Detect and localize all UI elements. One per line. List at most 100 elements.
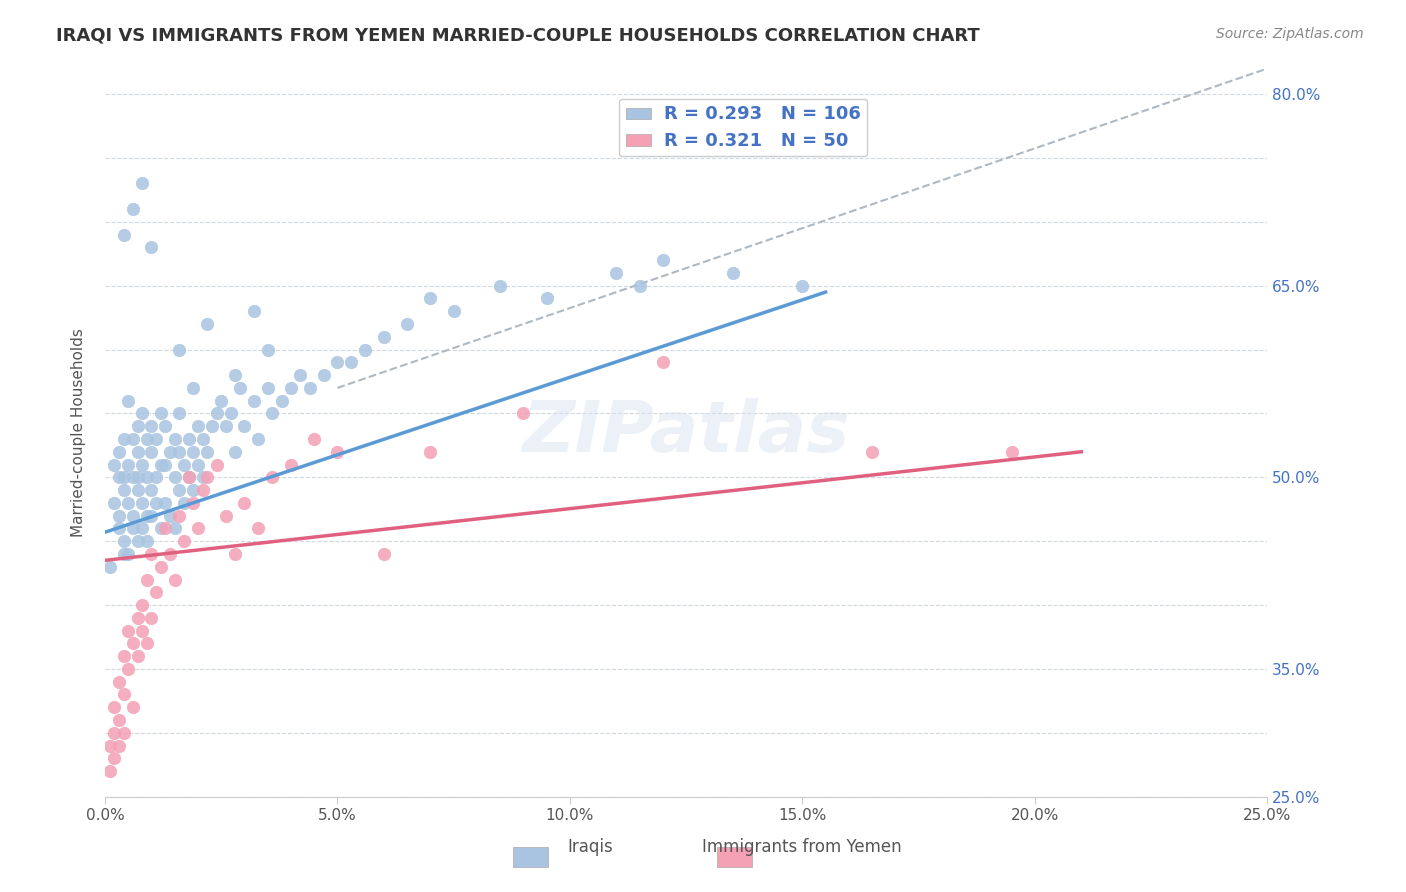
Text: Immigrants from Yemen: Immigrants from Yemen: [702, 838, 901, 856]
Point: [191, 470, 214, 484]
Point: [340, 355, 363, 369]
Point: [141, 611, 163, 625]
Point: [262, 470, 284, 484]
Point: [195, 317, 218, 331]
Point: [242, 393, 264, 408]
Point: [205, 458, 228, 472]
Point: [247, 521, 270, 535]
Point: [215, 419, 238, 434]
Point: [117, 393, 139, 408]
Point: [141, 419, 163, 434]
Point: [155, 496, 177, 510]
Point: [860, 444, 883, 458]
Text: IRAQI VS IMMIGRANTS FROM YEMEN MARRIED-COUPLE HOUSEHOLDS CORRELATION CHART: IRAQI VS IMMIGRANTS FROM YEMEN MARRIED-C…: [56, 27, 980, 45]
Y-axis label: Married-couple Households: Married-couple Households: [72, 328, 86, 537]
Point: [224, 547, 246, 561]
Point: [131, 624, 153, 638]
Point: [112, 432, 135, 446]
Point: [191, 483, 214, 497]
Point: [215, 508, 238, 523]
Point: [628, 278, 651, 293]
Point: [122, 700, 145, 714]
Point: [651, 355, 673, 369]
Point: [233, 419, 256, 434]
Point: [512, 406, 534, 420]
Point: [169, 444, 191, 458]
Point: [298, 381, 321, 395]
Point: [187, 419, 209, 434]
Point: [169, 483, 191, 497]
Point: [112, 649, 135, 664]
Point: [122, 432, 145, 446]
Point: [177, 470, 200, 484]
Point: [127, 649, 149, 664]
Legend: R = 0.293   N = 106, R = 0.321   N = 50: R = 0.293 N = 106, R = 0.321 N = 50: [619, 99, 868, 156]
Point: [112, 688, 135, 702]
Point: [169, 343, 191, 357]
Point: [219, 406, 242, 420]
Point: [108, 674, 131, 689]
Point: [117, 662, 139, 676]
Point: [108, 521, 131, 535]
Point: [173, 534, 195, 549]
Point: [117, 547, 139, 561]
Point: [396, 317, 419, 331]
Point: [98, 559, 121, 574]
Point: [131, 521, 153, 535]
Point: [127, 483, 149, 497]
Point: [280, 381, 302, 395]
Point: [256, 381, 278, 395]
Point: [326, 444, 349, 458]
Point: [290, 368, 312, 383]
Point: [312, 368, 335, 383]
Point: [149, 458, 172, 472]
Point: [103, 700, 125, 714]
Point: [1001, 444, 1024, 458]
Point: [155, 419, 177, 434]
Point: [224, 368, 246, 383]
Point: [135, 534, 157, 549]
Point: [112, 534, 135, 549]
Point: [135, 508, 157, 523]
Point: [163, 470, 186, 484]
Point: [159, 444, 181, 458]
Point: [112, 470, 135, 484]
Point: [419, 292, 441, 306]
Point: [127, 444, 149, 458]
Point: [651, 253, 673, 268]
Point: [792, 278, 814, 293]
Point: [536, 292, 558, 306]
Point: [354, 343, 377, 357]
Point: [112, 547, 135, 561]
Point: [108, 739, 131, 753]
Point: [169, 406, 191, 420]
Point: [131, 458, 153, 472]
Point: [145, 585, 167, 599]
Point: [163, 573, 186, 587]
Point: [108, 713, 131, 727]
Point: [270, 393, 292, 408]
Point: [183, 483, 205, 497]
Point: [443, 304, 465, 318]
Point: [195, 470, 218, 484]
Point: [131, 406, 153, 420]
Point: [177, 470, 200, 484]
Point: [108, 470, 131, 484]
Point: [173, 458, 195, 472]
Point: [163, 521, 186, 535]
Point: [177, 432, 200, 446]
Point: [233, 496, 256, 510]
Point: [131, 496, 153, 510]
Point: [98, 739, 121, 753]
Point: [135, 636, 157, 650]
Point: [373, 330, 395, 344]
Point: [141, 547, 163, 561]
Point: [163, 432, 186, 446]
Point: [183, 444, 205, 458]
Point: [242, 304, 264, 318]
Point: [302, 432, 325, 446]
Point: [224, 444, 246, 458]
Point: [131, 177, 153, 191]
Point: [145, 470, 167, 484]
Point: [135, 470, 157, 484]
